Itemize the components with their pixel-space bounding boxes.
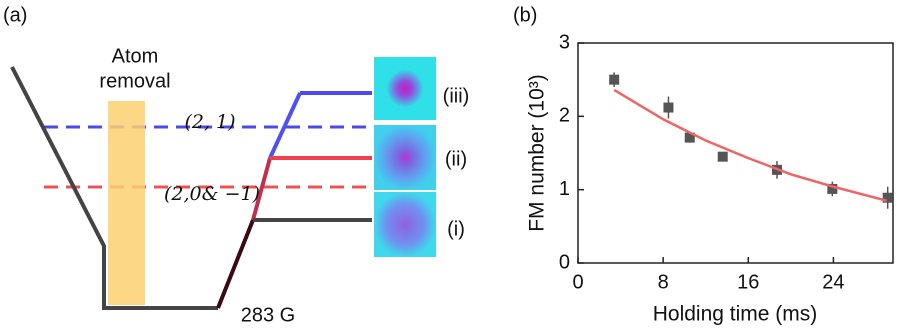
field-ramp [268, 92, 302, 159]
x-tick-label: 8 [658, 271, 669, 293]
atom-image [374, 125, 436, 190]
data-point [684, 132, 695, 143]
y-axis-label: FM number (10³) [526, 74, 549, 232]
field-ramp [216, 219, 255, 309]
removal-label: Atom [112, 45, 159, 67]
image-label: (ii) [445, 148, 467, 170]
field-ramp [10, 66, 218, 310]
panel-label: (b) [513, 4, 537, 26]
panel-a: (a) Atom removal (2, 1) (2,0& −1) (iii) … [3, 4, 469, 326]
x-tick-label: 0 [572, 271, 583, 293]
field-label: 283 G [241, 304, 295, 326]
x-tick-label: 16 [737, 271, 759, 293]
data-point [663, 102, 674, 113]
state-label: (2, 1) [184, 111, 235, 133]
fit-line [613, 88, 887, 202]
y-tick-label: 3 [559, 31, 570, 53]
atom-image [374, 57, 436, 120]
y-tick-label: 2 [559, 105, 570, 127]
removal-label: removal [99, 70, 170, 92]
image-label: (iii) [443, 85, 470, 107]
data-point [717, 151, 728, 162]
y-tick-label: 0 [559, 251, 570, 273]
data-point [882, 192, 893, 203]
data-point [827, 183, 838, 194]
state-label: (2,0& −1) [164, 183, 260, 205]
atom-image [374, 192, 436, 257]
removal-bar [108, 101, 145, 305]
y-tick-label: 1 [559, 178, 570, 200]
plot-frame [577, 42, 894, 264]
data-point [609, 74, 620, 85]
x-axis-label: Holding time (ms) [653, 303, 818, 326]
x-tick-label: 24 [822, 271, 844, 293]
panel-label: (a) [3, 4, 27, 26]
panel-b: (b) Holding time (ms) FM number (10³) 0 8… [513, 4, 894, 326]
field-ramp [251, 157, 272, 221]
image-label: (i) [447, 218, 465, 240]
